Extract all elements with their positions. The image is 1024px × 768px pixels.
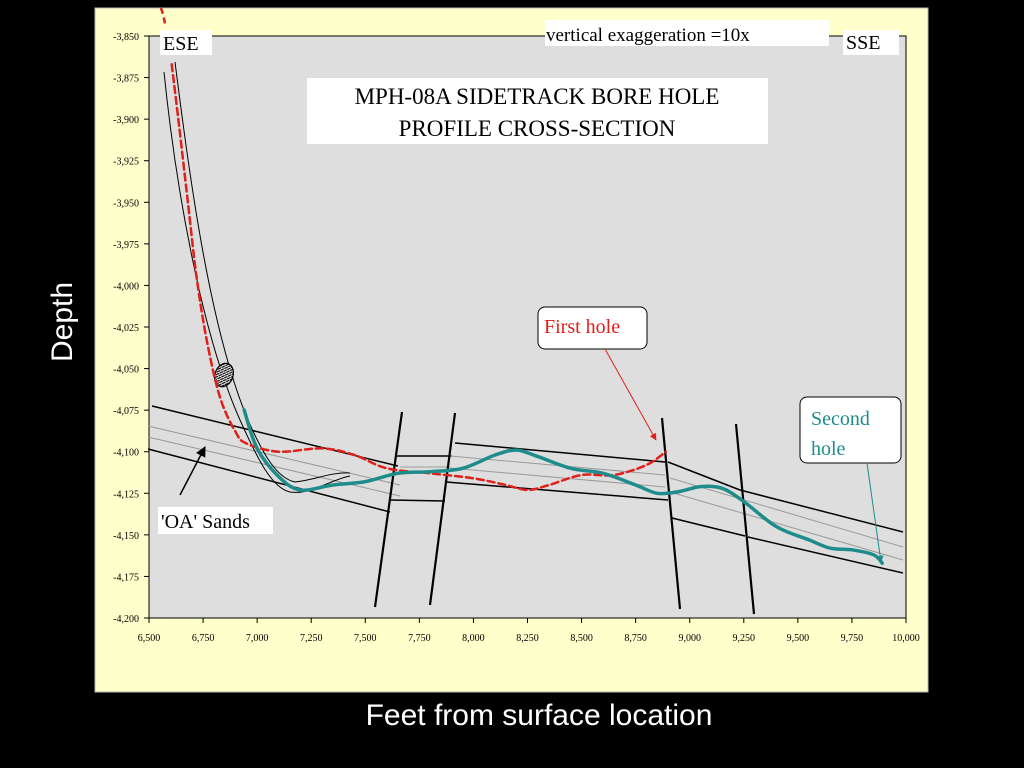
y-tick-label: -3,950	[113, 198, 139, 209]
x-tick-label: 8,250	[516, 633, 539, 644]
ese-label-box	[160, 30, 212, 55]
y-tick-label: -4,200	[113, 614, 139, 625]
formation-mid-line-6	[669, 477, 904, 548]
y-axis-label: Depth	[46, 282, 79, 362]
chart-title-box	[307, 78, 768, 144]
chart-title-line-1: MPH-08A SIDETRACK BORE HOLE	[355, 84, 720, 109]
x-tick-label: 10,000	[892, 633, 920, 644]
second-hole-line	[242, 408, 884, 565]
fault-lines	[373, 411, 756, 615]
formation-top-line-4	[667, 461, 741, 491]
formation-top-line-3	[454, 442, 666, 463]
formation-mid-line-1	[147, 425, 401, 486]
oa-sands-pointer	[179, 446, 206, 496]
second-hole-pointer	[866, 462, 884, 563]
formation-bottom-line-1	[147, 448, 391, 513]
formation-lines	[147, 405, 904, 574]
y-tick-label: -4,175	[113, 572, 139, 583]
first-hole-callout-label: First hole	[544, 316, 620, 338]
first-hole-top-segment	[159, 7, 167, 25]
sse-label: SSE	[846, 32, 880, 54]
x-tick-label: 8,000	[462, 633, 485, 644]
exaggeration-label: vertical exaggeration =10x	[546, 25, 750, 46]
formation-bottom-line-2	[389, 499, 446, 502]
y-tick-label: -4,000	[113, 281, 139, 292]
y-tick-label: -4,100	[113, 448, 139, 459]
y-tick-label: -4,050	[113, 365, 139, 376]
kickoff-point-marker	[213, 362, 235, 388]
x-tick-label: 7,000	[246, 633, 269, 644]
series-layer	[170, 63, 884, 565]
x-tick-label: 6,750	[192, 633, 215, 644]
fault-line-3	[660, 417, 682, 610]
first-hole-line	[170, 63, 668, 492]
y-tick-label: -4,025	[113, 323, 139, 334]
y-tick-label: -4,125	[113, 489, 139, 500]
x-tick-label: 8,500	[570, 633, 593, 644]
y-tick-label: -4,075	[113, 406, 139, 417]
sse-label-box	[843, 30, 899, 55]
formation-top-line-1	[151, 405, 399, 467]
fault-line-2	[428, 412, 457, 606]
y-tick-label: -3,900	[113, 115, 139, 126]
fault-line-1	[373, 411, 404, 608]
x-tick-label: 8,750	[624, 633, 647, 644]
x-tick-label: 7,250	[300, 633, 323, 644]
chart-title-line-2: PROFILE CROSS-SECTION	[399, 116, 676, 141]
y-tick-label: -3,875	[113, 74, 139, 85]
y-tick-label: -3,850	[113, 32, 139, 43]
first-hole-pointer	[604, 348, 657, 441]
axis-ticks: 6,500 6,750 7,000 7,250 7,500 7,750 8,000 8,250…	[113, 32, 920, 644]
x-axis-label: Feet from surface location	[366, 699, 713, 732]
first-hole-callout	[537, 306, 648, 350]
x-tick-label: 6,500	[138, 633, 161, 644]
y-tick-label: -4,150	[113, 531, 139, 542]
second-hole-callout-line-1: Second	[811, 408, 870, 430]
formation-bottom-line-3	[445, 481, 669, 501]
second-hole-callout	[799, 396, 902, 464]
x-tick-label: 7,500	[354, 633, 377, 644]
fault-line-4	[734, 423, 756, 615]
exaggeration-label-box	[545, 20, 829, 46]
x-tick-label: 9,250	[733, 633, 756, 644]
y-tick-label: -3,975	[113, 240, 139, 251]
x-tick-label: 9,750	[841, 633, 864, 644]
oa-sands-label-box	[158, 507, 273, 534]
x-tick-label: 9,500	[787, 633, 810, 644]
formation-bottom-line-4	[671, 517, 746, 537]
ese-label: ESE	[163, 33, 199, 55]
y-tick-label: -3,925	[113, 157, 139, 168]
formation-mid-line-2	[147, 436, 401, 497]
formation-bottom-line-5	[747, 536, 904, 574]
oa-sands-label: 'OA' Sands	[161, 511, 250, 533]
x-tick-label: 9,000	[678, 633, 701, 644]
second-hole-callout-line-2: hole	[811, 438, 846, 460]
formation-mid-line-7	[669, 491, 904, 561]
x-tick-label: 7,750	[408, 633, 431, 644]
